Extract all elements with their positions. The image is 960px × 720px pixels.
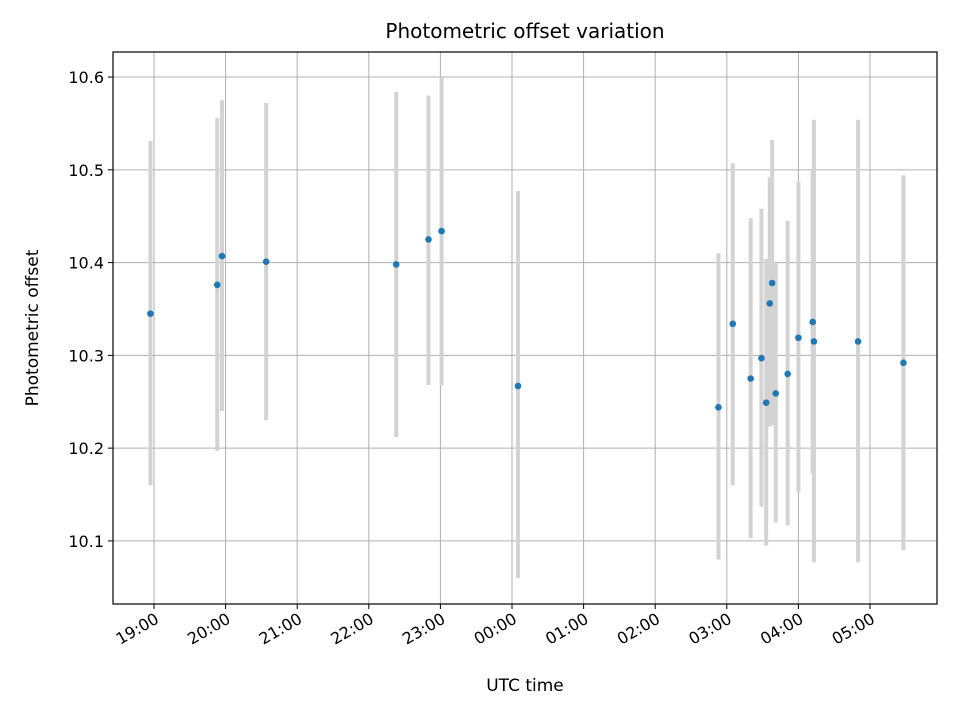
- y-tick-label: 10.3: [68, 346, 104, 365]
- y-tick-label: 10.4: [68, 254, 104, 273]
- data-point: [715, 404, 722, 411]
- data-points: [147, 227, 907, 411]
- data-point: [218, 252, 226, 260]
- data-point: [766, 300, 774, 307]
- y-tick-label: 10.6: [68, 68, 104, 87]
- x-axis-label: UTC time: [486, 676, 564, 696]
- data-point: [392, 261, 400, 268]
- y-axis-label: Photometric offset: [23, 249, 43, 406]
- y-tick-label: 10.1: [68, 532, 104, 551]
- data-point: [729, 320, 737, 328]
- data-point: [425, 236, 432, 243]
- data-point: [747, 375, 754, 382]
- data-point: [762, 399, 770, 406]
- data-point: [810, 338, 818, 345]
- y-axis: 10.1 10.2 10.3 10.4 10.5 10.6: [68, 68, 113, 551]
- data-point: [784, 370, 791, 378]
- data-point: [900, 359, 907, 367]
- data-point: [213, 281, 221, 289]
- data-point: [795, 334, 802, 342]
- data-point: [438, 227, 445, 235]
- chart-title: Photometric offset variation: [385, 19, 664, 43]
- data-point: [262, 258, 270, 265]
- data-point: [758, 354, 765, 362]
- data-point: [514, 382, 522, 390]
- y-tick-label: 10.2: [68, 439, 104, 458]
- data-point: [147, 310, 154, 317]
- data-point: [809, 318, 817, 326]
- plot-frame: [112, 51, 938, 605]
- y-tick-label: 10.5: [68, 161, 104, 180]
- data-point: [772, 390, 780, 397]
- data-point: [854, 338, 862, 345]
- data-point: [768, 279, 776, 287]
